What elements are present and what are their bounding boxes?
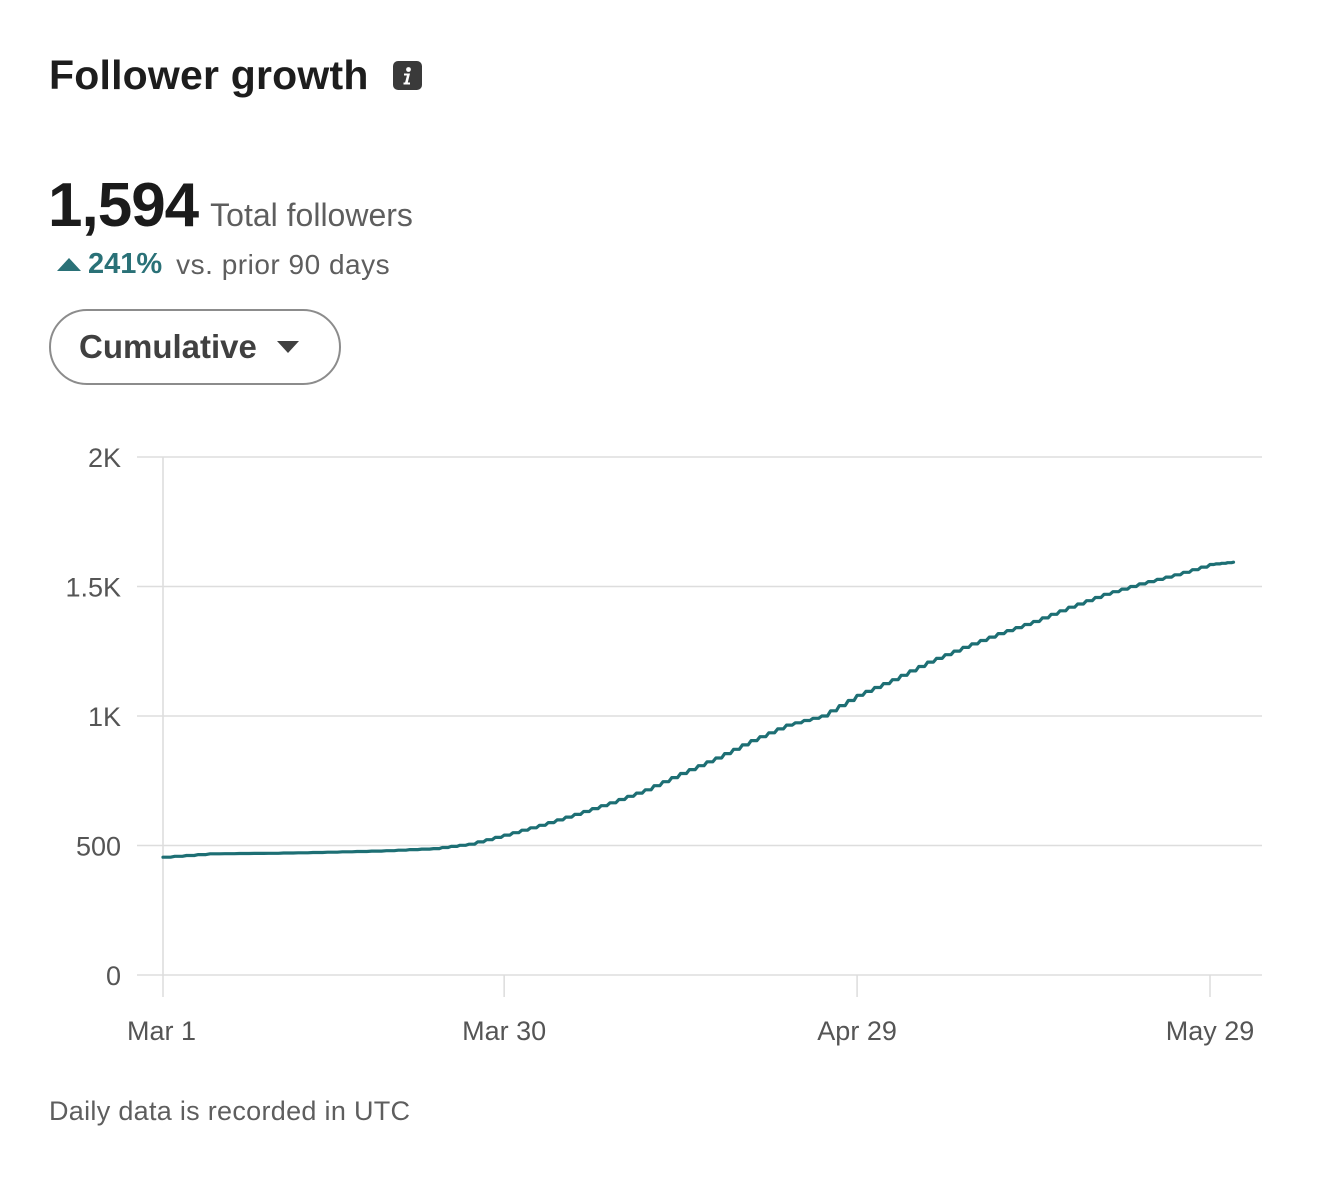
followers-series-line <box>161 560 1236 859</box>
y-tick-label: 1K <box>88 702 121 732</box>
y-tick-label: 1.5K <box>65 573 121 603</box>
y-tick-label: 500 <box>76 832 121 862</box>
info-icon[interactable] <box>392 61 422 90</box>
grid-lines <box>137 456 1262 976</box>
y-tick-label: 0 <box>106 961 121 991</box>
total-followers-value: 1,594 <box>48 171 199 240</box>
x-axis-ticks: Mar 1 Mar 30 Apr 29 May 29 <box>127 975 1254 1046</box>
total-followers-row: 1,594 Total followers <box>48 170 413 241</box>
utc-footnote: Daily data is recorded in UTC <box>49 1096 411 1126</box>
x-tick-label: Mar 30 <box>462 1016 546 1046</box>
change-period-label: vs. prior 90 days <box>176 248 391 280</box>
change-row: 241% vs. prior 90 days <box>56 248 390 281</box>
y-tick-label: 2K <box>88 443 121 473</box>
change-percentage: 241% <box>88 248 163 280</box>
cumulative-dropdown[interactable]: Cumulative <box>49 309 341 385</box>
x-tick-label: Apr 29 <box>817 1016 897 1046</box>
page-title: Follower growth <box>49 52 369 98</box>
x-tick-label: May 29 <box>1166 1016 1255 1046</box>
caret-down-icon <box>276 341 299 353</box>
y-axis-ticks: 0 500 1K 1.5K 2K <box>65 443 121 991</box>
title-row: Follower growth <box>49 52 422 99</box>
triangle-up-icon <box>57 257 81 271</box>
x-tick-label: Mar 1 <box>127 1016 196 1046</box>
total-followers-label: Total followers <box>210 197 413 233</box>
dropdown-label: Cumulative <box>79 328 257 365</box>
info-glyph <box>403 67 411 85</box>
series-layer <box>161 560 1236 859</box>
follower-line-chart: 0 500 1K 1.5K 2K Mar 1 Mar 30 Apr 29 May 29 <box>65 443 1262 1046</box>
